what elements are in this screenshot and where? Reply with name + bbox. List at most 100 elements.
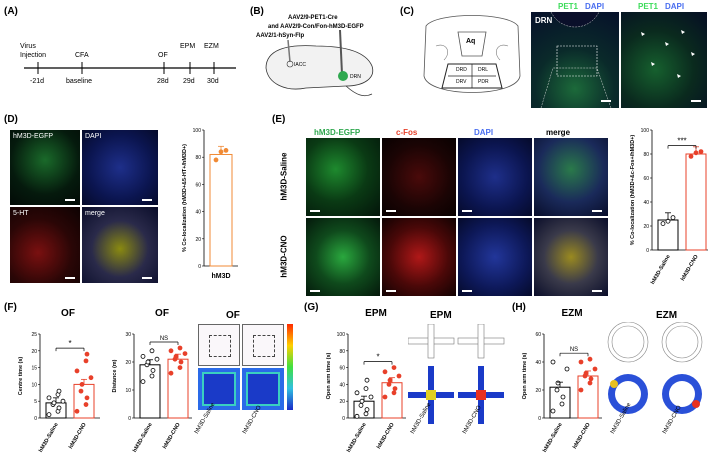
chart-d: 0 20 40 60 80 100 % Co-localization (hM3D+&5-H… [182,128,238,280]
data-point [213,157,219,163]
atlas-drl: DRL [478,67,489,73]
drn-overview-image: DRN [531,12,619,108]
data-point [168,370,174,376]
scale-bar [601,100,611,102]
data-point [555,380,561,386]
atlas-section [423,15,521,93]
scale-bar [386,290,396,292]
y-axis-label: Centre time (s) [18,357,24,396]
virus-line-2: and AAV2/9-Con/Fon-hM3D-EGFP [268,24,364,30]
timeline-day-3: 29d [183,78,195,85]
timeline [24,62,236,74]
scale-bar [310,210,320,212]
y-tick-label: 0 [34,416,37,422]
data-point [382,369,388,375]
row-label-saline: hM3D-Saline [279,152,289,201]
panel-g: (G) EPM 0 20 40 60 80 100 Open arm time (s) hM3D… [300,300,510,460]
chart-e: 0 20 40 60 80 100 % Co-localization (hM3D+&c-F… [630,128,708,286]
x-tick-label: hM3D-CNO [680,253,700,282]
ezm-tracks [607,322,703,414]
y-tick-label: 10 [31,382,37,388]
y-axis-label: Open arm time (s) [326,352,332,399]
virus-line-1: AAV2/9-PET1-Cre [288,15,338,21]
atlas-pdr: PDR [478,79,489,85]
atlas-drd: DRD [456,67,467,73]
y-tick-label: 25 [31,332,37,338]
region-drn: DRN [350,74,361,80]
e-cno-cfos [382,218,456,296]
x-tick-label: hM3D-Saline [132,422,154,454]
data-point [358,403,364,408]
y-tick-label: 20 [643,224,649,230]
tile-hm3d-egfp: hM3D-EGFP [10,130,80,205]
panel-label-f: (F) [4,302,17,313]
data-point [173,354,179,359]
data-point [364,407,370,412]
data-point [150,368,156,373]
data-point [550,359,556,365]
stain-dapi-label-2: DAPI [665,2,685,11]
y-axis-label: % Co-localization (hM3D+&5-HT+/hM3D+) [182,144,188,252]
y-tick-label: 40 [643,200,649,206]
x-tick-label: hM3D-CNO [68,421,88,450]
data-point [564,366,570,372]
stain-dapi-label-1: DAPI [585,2,605,11]
of-track-cno [242,324,284,366]
y-tick-label: 0 [128,416,131,422]
tile-merge: merge [82,207,158,283]
y-tick-label: 15 [31,366,37,372]
y-tick-label: 30 [125,332,131,338]
x-tick-label: hM3D-Saline [38,422,60,454]
data-point [670,215,676,220]
panel-label-c: (C) [400,6,414,17]
chart-h: EZM 0 20 40 60 Open arm time (s) hM3D-Saline hM… [522,308,602,454]
data-point [74,408,80,414]
data-point [354,413,360,419]
chart-title: OF [61,308,75,319]
scale-bar [65,199,75,201]
data-point [51,400,57,406]
data-point [84,395,90,401]
data-point [354,390,360,396]
data-point [698,149,704,154]
y-tick-label: 10 [125,388,131,394]
data-point [386,382,392,387]
y-tick-label: 80 [339,349,345,355]
e-saline-cfos [382,138,456,216]
bar [209,153,233,267]
scale-bar [65,277,75,279]
timeline-day-1: baseline [66,78,93,85]
data-point [223,148,229,153]
timeline-day-4: 30d [207,78,219,85]
data-point [363,386,369,391]
y-tick-label: 40 [195,210,201,216]
data-point [140,354,146,359]
stain-pet1-label-2: PET1 [638,2,659,11]
data-point [559,401,565,407]
data-point [550,408,556,414]
e-saline-merge [534,138,608,216]
region-iacc: IACC [294,62,306,68]
data-point [154,356,160,362]
e-cno-dapi [458,218,532,296]
data-point [382,394,388,400]
chart-f2: OF 0 10 20 30 Distance (m) hM3D-Saline hM3D-CNO… [112,308,192,454]
tile-5ht: 5-HT [10,207,80,283]
data-point [587,356,593,362]
drn-title: DRN [535,16,553,25]
y-tick-label: 20 [339,399,345,405]
of-track-saline [198,324,240,366]
data-point [46,395,52,401]
tile-label-5ht: 5-HT [13,210,29,217]
data-point [60,398,66,404]
data-point [588,376,594,382]
panel-d: (D) hM3D-EGFP DAPI 5-HT merge 0 20 40 60 80 1… [0,110,260,300]
panel-label-d: (D) [4,114,18,125]
data-point [592,366,598,372]
e-saline-dapi [458,138,532,216]
timeline-day-2: 28d [157,78,169,85]
y-tick-label: 5 [34,399,37,405]
data-point [145,359,151,365]
data-point [587,380,593,386]
data-point [74,368,80,374]
